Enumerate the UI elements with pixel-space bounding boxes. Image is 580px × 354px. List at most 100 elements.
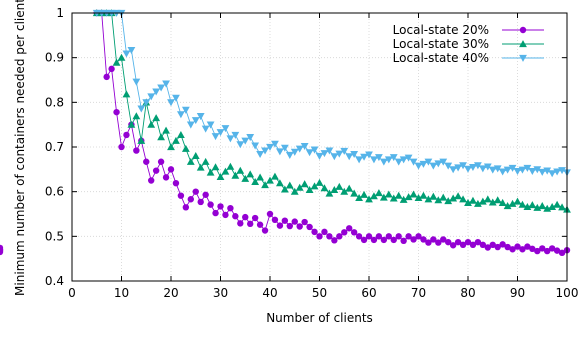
legend-label: Local-state 40% [393,51,489,65]
data-point [346,225,353,232]
data-point [420,236,427,243]
x-tick-label: 40 [262,286,277,300]
data-point [211,163,220,171]
data-point [162,80,170,88]
data-point [237,220,244,227]
data-point [350,151,359,159]
data-point [177,192,185,199]
data-point [280,144,289,152]
data-point [539,245,546,252]
data-point [558,203,566,211]
legend-label: Local-state 30% [393,37,489,51]
data-point [236,166,245,174]
data-point [414,162,423,170]
data-point [538,168,547,176]
data-point [231,171,240,179]
data-point [217,203,224,210]
data-point [226,162,235,170]
data-point [519,246,526,253]
data-point [172,179,180,187]
data-point [360,153,368,161]
data-point [399,156,408,164]
data-point [177,111,185,119]
data-point [167,99,175,107]
data-point [365,151,373,159]
data-point [207,201,214,208]
data-point [523,164,532,172]
data-point [261,147,269,155]
data-point [514,243,521,250]
data-point [152,114,161,122]
data-point [222,211,229,219]
legend-marker [519,40,527,48]
data-point [0,246,4,253]
data-point [528,168,537,176]
data-point [266,210,274,218]
data-point [256,173,264,181]
data-point [449,194,458,202]
data-point [399,195,408,203]
data-point [360,190,368,198]
data-point [232,213,239,220]
data-point [370,192,378,200]
data-point [143,158,150,165]
data-point [424,195,433,203]
data-point [444,162,453,170]
data-point [305,185,314,193]
x-tick-label: 100 [556,286,579,300]
data-point [419,160,428,168]
data-point [118,143,125,151]
data-point [524,243,531,250]
data-point [132,78,141,86]
data-point [395,233,402,240]
data-point [459,195,467,203]
data-point [167,166,175,173]
data-point [474,238,482,246]
data-point [271,172,279,180]
data-point [409,158,418,166]
data-point [439,158,448,166]
data-point [127,46,136,54]
data-point [211,133,220,141]
data-point [529,245,536,253]
data-point [553,247,561,254]
data-point [201,125,210,133]
data-point [206,168,215,176]
data-point [331,237,338,244]
data-point [508,199,517,207]
data-point [404,154,413,162]
data-point [528,201,537,209]
data-point [306,223,313,231]
data-point [300,142,309,151]
ticks: 0 10 20 30 40 50 60 70 80 90 100 0.4 0.5 0.6 0.7 0.8 0.9… [45,6,579,300]
data-point [301,218,308,226]
data-point [157,133,165,141]
data-point [305,149,314,157]
data-point [122,90,131,98]
data-point [206,121,215,129]
data-point [483,163,492,171]
data-point [340,187,349,195]
data-point [157,84,165,92]
data-point [310,146,319,154]
data-point [147,120,156,128]
data-point [469,163,477,171]
data-point [508,164,517,172]
data-point [196,163,205,171]
legend-label: Local-state 20% [393,23,489,37]
data-point [509,246,516,253]
data-point [191,117,200,125]
data-point [315,178,324,186]
data-point [375,154,383,162]
data-point [518,200,527,208]
data-point [543,204,552,212]
data-point [251,214,259,222]
data-point [469,196,477,204]
data-point [379,193,388,201]
data-point [242,213,249,221]
legend-marker [519,54,527,62]
y-tick-label: 0.8 [45,95,64,109]
data-point [429,162,438,170]
data-point [503,166,512,174]
